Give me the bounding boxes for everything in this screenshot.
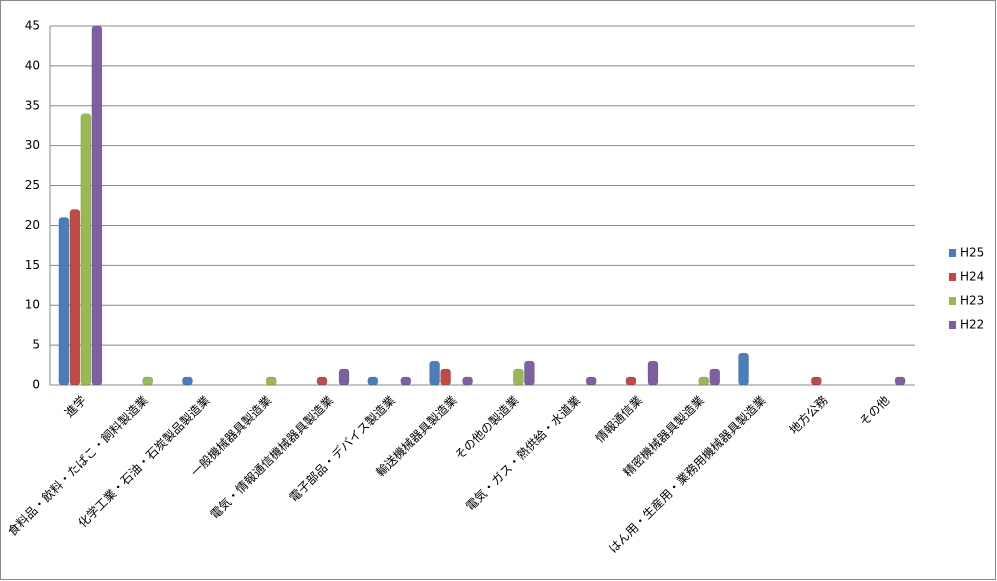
bar	[367, 376, 379, 386]
bar	[316, 376, 328, 386]
bar	[440, 368, 451, 386]
y-tick-label: 45	[25, 19, 40, 33]
y-tick-label: 10	[25, 298, 40, 312]
y-tick-label: 30	[25, 138, 40, 152]
y-tick-label: 25	[25, 178, 40, 192]
bar	[585, 376, 597, 386]
legend-swatch	[949, 273, 956, 281]
bar	[80, 113, 92, 386]
bar	[338, 368, 350, 386]
bar	[58, 217, 70, 386]
bar	[91, 25, 103, 386]
bar	[462, 376, 473, 386]
legend-swatch	[949, 297, 956, 305]
legend-swatch	[949, 321, 956, 329]
bar	[142, 376, 153, 386]
legend-label: H25	[960, 246, 984, 260]
bar	[811, 376, 822, 386]
bar	[524, 360, 535, 386]
legend-label: H24	[960, 270, 984, 284]
y-tick-label: 15	[25, 258, 40, 272]
bar	[182, 376, 193, 386]
bar	[738, 352, 749, 386]
bar	[513, 368, 524, 386]
bar	[69, 209, 81, 386]
y-tick-label: 40	[25, 58, 40, 72]
y-tick-label: 5	[32, 338, 40, 352]
bar	[709, 368, 720, 386]
bar	[400, 376, 412, 386]
bar	[647, 360, 659, 386]
y-tick-label: 35	[25, 98, 40, 112]
legend-swatch	[949, 249, 956, 257]
bar	[266, 376, 277, 386]
y-tick-label: 20	[25, 218, 40, 232]
bar	[698, 376, 709, 386]
legend-label: H23	[960, 294, 984, 308]
bar	[429, 360, 440, 386]
y-tick-label: 0	[32, 378, 40, 392]
bar	[625, 376, 637, 386]
legend-label: H22	[960, 318, 984, 332]
bar	[894, 376, 906, 386]
